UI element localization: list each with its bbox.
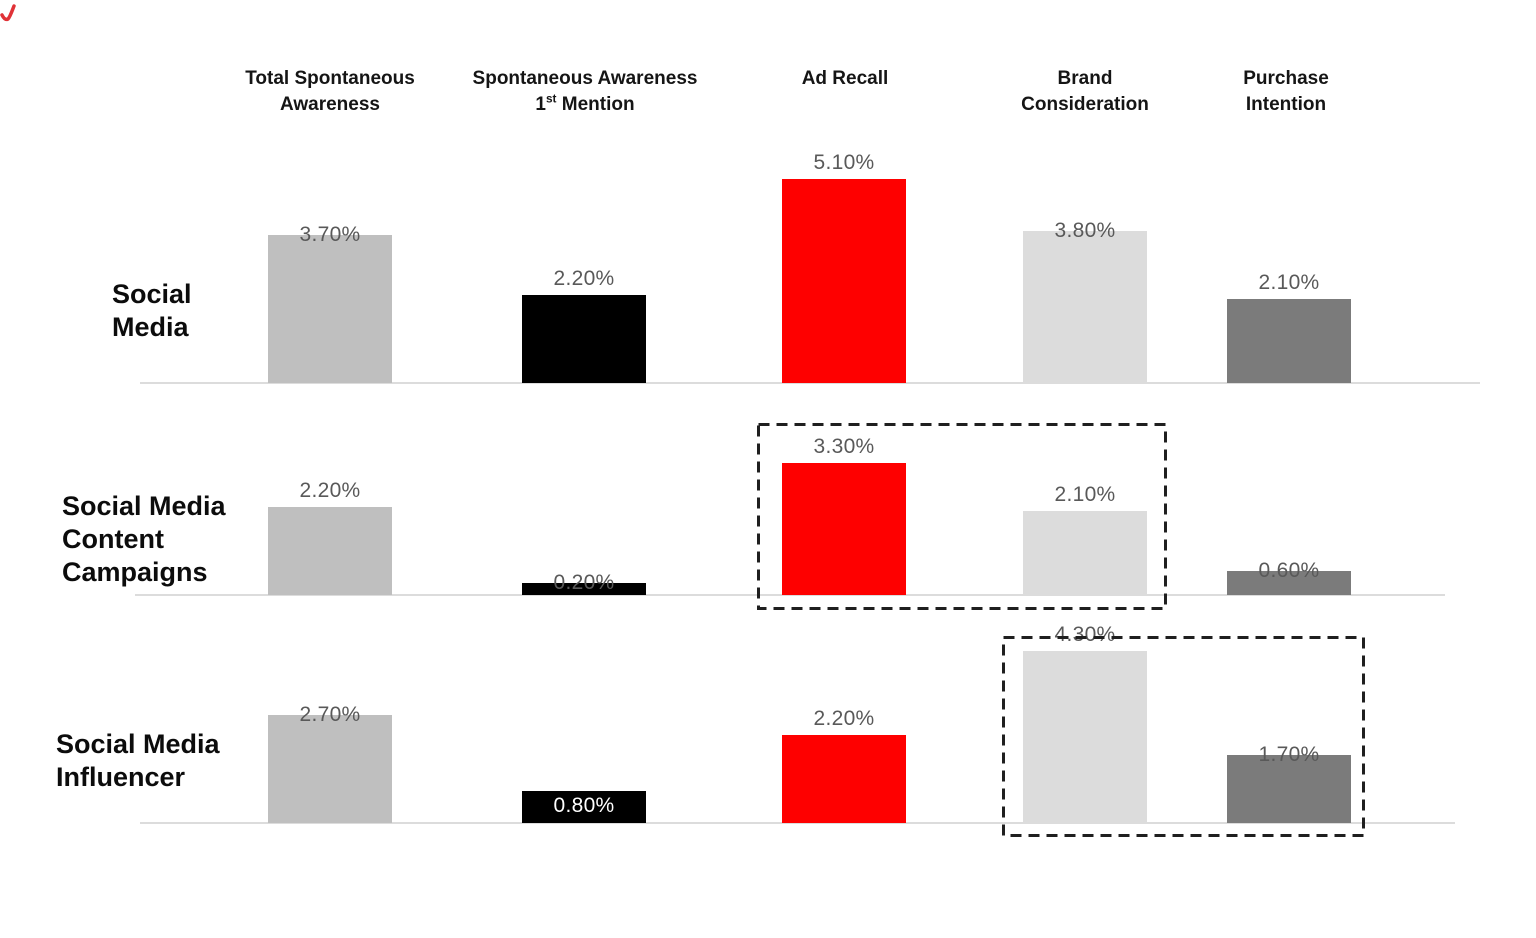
axis-baseline-row-3 [140,822,1455,824]
bar-value-label: 3.70% [299,223,361,246]
column-header-line: Brand [1057,68,1113,89]
row-label-social-media-influencer: Social Media Influencer [56,728,220,794]
column-header-line: Consideration [1021,94,1149,115]
row-label-line: Media [112,312,189,342]
column-header-spontaneous-awareness-1st-mention: Spontaneous Awareness 1st Mention [473,66,698,118]
bar-value-label: 2.20% [813,707,875,730]
bar-social-media-content-campaigns-total-spontaneous-awareness [268,507,392,595]
row-label-social-media: Social Media [112,278,192,344]
highlight-box-social-media-influencer [1002,636,1365,837]
row-label-line: Influencer [56,762,186,792]
column-header-line: Spontaneous Awareness [472,68,698,89]
bar-social-media-content-campaigns-spontaneous-awareness-1st-mention [522,583,646,595]
row-label-line: Social [112,279,192,309]
row-label-line: Campaigns [62,557,208,587]
bar-social-media-influencer-ad-recall [782,735,906,823]
column-header-line: Purchase [1243,68,1329,89]
column-header-brand-consideration: Brand Consideration [1021,66,1149,118]
row-label-line: Social Media [62,491,226,521]
bar-value-label: 3.80% [1054,219,1116,242]
bar-social-media-total-spontaneous-awareness [268,235,392,383]
bar-social-media-influencer-brand-consideration [1023,651,1147,823]
bar-social-media-content-campaigns-brand-consideration [1023,511,1147,595]
bar-value-label: 2.20% [553,267,615,290]
bar-value-label: 0.80% [553,794,615,817]
bar-social-media-content-campaigns-purchase-intention [1227,571,1351,595]
bar-value-label: 4.30% [1054,623,1116,646]
bar-value-label: 0.60% [1258,559,1320,582]
bar-social-media-content-campaigns-ad-recall [782,463,906,595]
column-header-line: 1st Mention [535,92,635,115]
bar-social-media-brand-consideration [1023,231,1147,383]
bar-social-media-ad-recall [782,179,906,383]
highlight-box-social-media-content-campaigns [757,423,1167,610]
column-header-line: Intention [1245,94,1327,115]
bar-value-label: 2.10% [1258,271,1320,294]
bar-value-label: 3.30% [813,435,875,458]
bar-social-media-spontaneous-awareness-1st-mention [522,295,646,383]
bar-value-label: 1.70% [1258,743,1320,766]
row-label-line: Social Media [56,729,220,759]
bar-value-label: 2.10% [1054,483,1116,506]
column-header-line: Ad Recall [801,68,889,89]
column-header-total-spontaneous-awareness: Total Spontaneous Awareness [245,66,415,118]
bar-social-media-influencer-spontaneous-awareness-1st-mention [522,791,646,823]
axis-baseline-row-2 [135,594,1445,596]
row-label-line: Content [62,524,164,554]
axis-baseline-row-1 [140,382,1480,384]
bar-social-media-purchase-intention [1227,299,1351,383]
bar-value-label: 2.20% [299,479,361,502]
column-header-line: Awareness [280,94,380,115]
bar-value-label: 5.10% [813,151,875,174]
bar-value-label: 2.70% [299,703,361,726]
column-header-purchase-intention: Purchase Intention [1243,66,1329,118]
bar-value-label: 0.20% [553,571,615,594]
column-header-ad-recall: Ad Recall [802,66,889,92]
red-corner-mark [0,4,16,22]
bar-social-media-influencer-purchase-intention [1227,755,1351,823]
row-label-social-media-content-campaigns: Social Media Content Campaigns [62,490,226,589]
column-header-line: Total Spontaneous [245,68,415,89]
bar-social-media-influencer-total-spontaneous-awareness [268,715,392,823]
